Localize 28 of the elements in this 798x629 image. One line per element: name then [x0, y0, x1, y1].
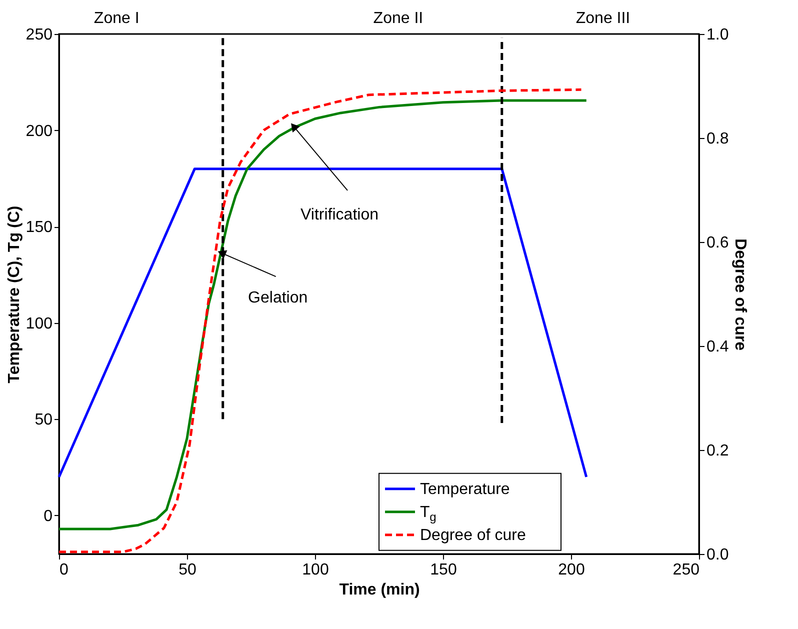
x-tick-label: 100 [302, 562, 329, 578]
annotation: Vitrification [300, 206, 379, 224]
y-tick-label: 0 [44, 508, 53, 525]
y2-tick-label: 0.6 [706, 234, 729, 252]
text: Zone I [94, 10, 140, 27]
x-tick-label: 150 [430, 562, 457, 578]
y-tick-label: 250 [26, 26, 53, 44]
y-tick-label: 50 [34, 412, 53, 429]
x-tick-label: 50 [178, 562, 196, 578]
x-axis-title: Time (min) [339, 582, 420, 598]
text: Zone III [576, 10, 630, 27]
x-tick-label: 0 [60, 562, 68, 578]
legend-label: Degree of cure [420, 526, 526, 544]
y-tick-label: 150 [26, 219, 53, 236]
y2-axis-title: Degree of cure [732, 238, 749, 351]
legend-label: Temperature [420, 480, 510, 498]
y-tick-label: 100 [26, 315, 53, 332]
x-tick-label: 250 [672, 562, 700, 578]
y2-tick-label: 0.4 [706, 338, 729, 356]
y2-tick-label: 0.8 [706, 130, 729, 148]
y-tick-label: 200 [26, 122, 53, 140]
annotation: Gelation [248, 290, 308, 307]
y2-tick-label: 0.0 [706, 546, 729, 564]
y2-tick-label: 1.0 [706, 26, 729, 44]
y2-tick-label: 0.2 [706, 442, 729, 460]
text: Zone II [373, 10, 424, 27]
y-axis-title: Temperature (C), Tg (C) [6, 206, 23, 384]
x-tick-label: 200 [558, 562, 585, 578]
